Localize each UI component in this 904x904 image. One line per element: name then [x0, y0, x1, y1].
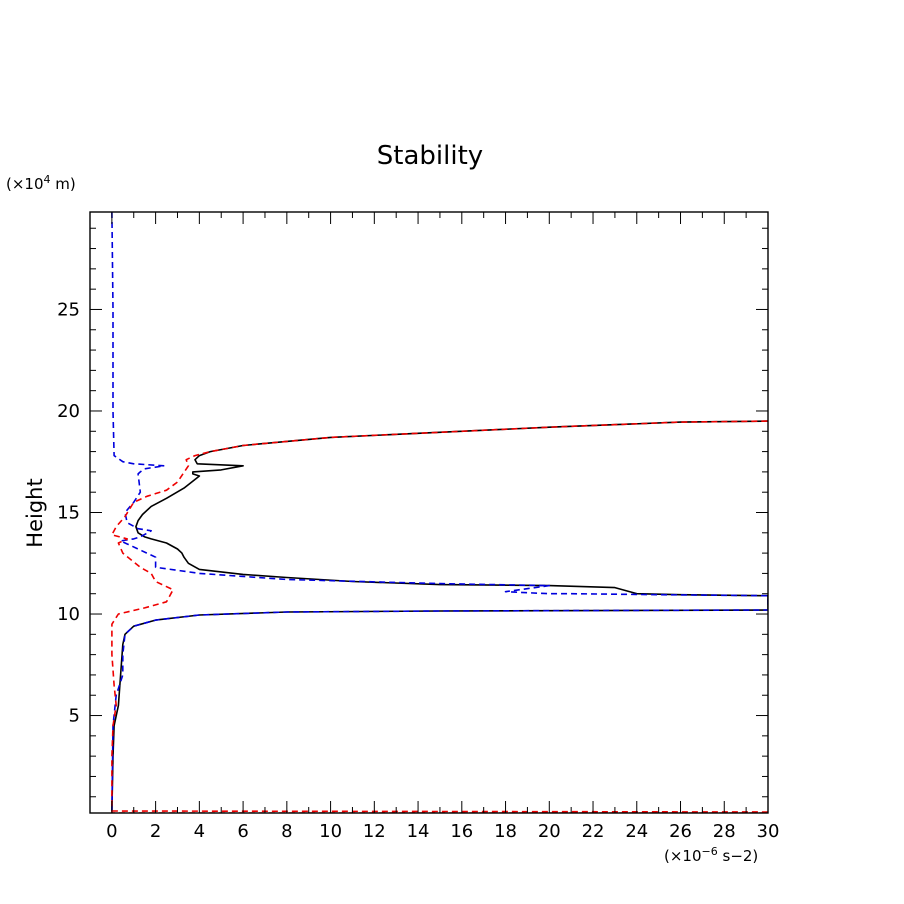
x-tick-label: 0: [106, 821, 117, 842]
x-tick-label: 20: [538, 821, 561, 842]
x-tick-labels: 0 2 4 6 8 10 12 14 16 18 20 22 24 26 28 30: [106, 821, 779, 842]
x-tick-label: 14: [407, 821, 430, 842]
y-tick-label: 5: [69, 706, 80, 727]
y-tick-label: 10: [57, 604, 80, 625]
x-tick-label: 8: [281, 821, 292, 842]
x-tick-label: 2: [150, 821, 161, 842]
x-tick-label: 10: [319, 821, 342, 842]
x-tick-label: 30: [757, 821, 780, 842]
y-tick-label: 25: [57, 299, 80, 320]
x-unit-exponent: −6: [702, 845, 718, 858]
x-tick-label: 6: [237, 821, 248, 842]
y-tick-labels: 5 10 15 20 25: [57, 299, 80, 726]
plot-series-group: [111, 212, 768, 813]
x-unit-base: (×10: [664, 847, 702, 865]
plot-frame: [89, 211, 769, 814]
x-tick-label: 26: [669, 821, 692, 842]
y-unit-exponent: 4: [44, 173, 51, 186]
y-axis-label: Height: [23, 478, 47, 547]
x-unit-rest: s−2): [718, 847, 759, 865]
x-tick-label: 24: [625, 821, 648, 842]
x-tick-label: 22: [582, 821, 605, 842]
y-unit-rest: m): [51, 175, 76, 193]
x-axis-unit-label: (×10−6 s−2): [664, 845, 758, 865]
x-tick-label: 4: [194, 821, 205, 842]
y-axis-unit-label: (×104 m): [6, 173, 76, 193]
x-tick-label: 28: [713, 821, 736, 842]
series-line-2: [111, 212, 768, 812]
y-unit-base: (×10: [6, 175, 44, 193]
x-tick-label: 16: [450, 821, 473, 842]
series-line-3: [111, 420, 768, 813]
chart-title: Stability: [377, 141, 483, 171]
x-tick-label: 18: [494, 821, 517, 842]
y-tick-label: 20: [57, 401, 80, 422]
y-tick-label: 15: [57, 503, 80, 524]
x-tick-label: 12: [363, 821, 386, 842]
